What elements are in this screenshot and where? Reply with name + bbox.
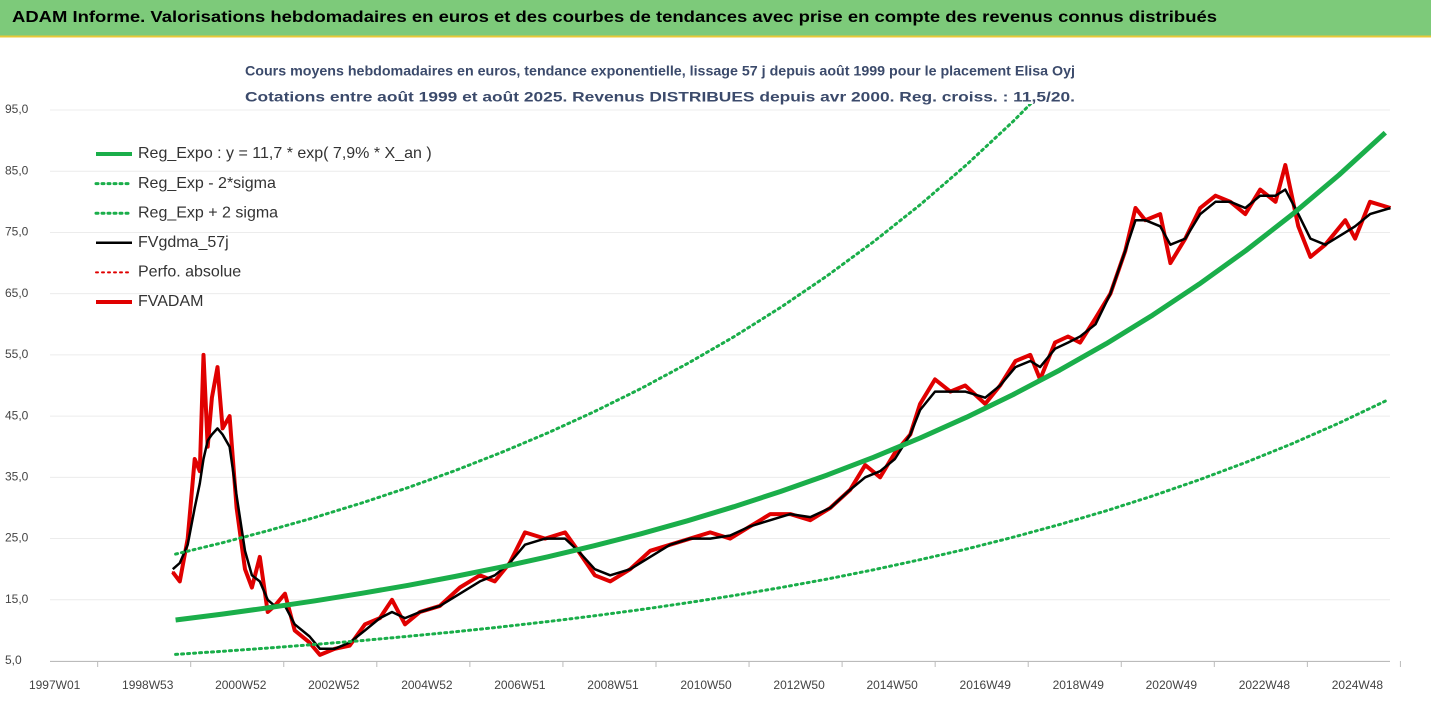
x-tick-label: 1998W53 (122, 678, 174, 692)
y-tick-label: 65,0 (5, 286, 29, 300)
x-tick-label: 2024W48 (1332, 678, 1384, 692)
x-tick-label: 2004W52 (401, 678, 453, 692)
chart-title: ADAM Informe. Valorisations hebdomadaire… (12, 9, 1217, 26)
y-tick-label: 15,0 (5, 592, 29, 606)
x-tick-label: 2000W52 (215, 678, 267, 692)
y-tick-label: 95,0 (5, 102, 29, 116)
x-tick-label: 2016W49 (960, 678, 1012, 692)
x-tick-label: 2012W50 (773, 678, 825, 692)
chart-subtitle: Cotations entre août 1999 et août 2025. … (245, 89, 1075, 105)
y-tick-label: 45,0 (5, 408, 29, 422)
x-tick-label: 2022W48 (1239, 678, 1291, 692)
x-tick-label: 2002W52 (308, 678, 360, 692)
legend-label: FVgdma_57j (138, 234, 229, 251)
chart-subtitle: Cours moyens hebdomadaires en euros, ten… (245, 63, 1075, 79)
title-bar (0, 0, 1431, 36)
series-line (171, 188, 1391, 651)
x-tick-label: 2018W49 (1053, 678, 1105, 692)
grid: 5,0 15,0 25,0 35,0 45,0 55,0 65,0 75,0 85,0 95,0 1… (5, 102, 1401, 692)
y-tick-label: 55,0 (5, 347, 29, 361)
y-tick-label: 25,0 (5, 531, 29, 545)
legend: Reg_Expo : y = 11,7 * exp( 7,9% * X_an )… (94, 145, 432, 310)
series-line (174, 104, 1033, 556)
legend-label: Perfo. absolue (138, 264, 241, 281)
x-tick-label: 2020W49 (1146, 678, 1198, 692)
series-line (175, 130, 1387, 623)
legend-label: FVADAM (138, 293, 203, 310)
legend-label: Reg_Expo : y = 11,7 * exp( 7,9% * X_an ) (138, 145, 432, 162)
y-tick-label: 75,0 (5, 225, 29, 239)
legend-label: Reg_Exp + 2 sigma (138, 204, 278, 221)
x-tick-label: 2006W51 (494, 678, 546, 692)
x-tick-label: 1997W01 (29, 678, 81, 692)
y-tick-label: 85,0 (5, 163, 29, 177)
x-tick-label: 2008W51 (587, 678, 639, 692)
legend-label: Reg_Exp - 2*sigma (138, 175, 276, 192)
subtitle-box (240, 58, 1185, 112)
x-tick-label: 2014W50 (866, 678, 918, 692)
plot-area (171, 104, 1392, 657)
series-line (174, 399, 1387, 656)
x-tick-label: 2010W50 (680, 678, 732, 692)
y-tick-label: 35,0 (5, 470, 29, 484)
y-tick-label: 5,0 (5, 653, 22, 667)
